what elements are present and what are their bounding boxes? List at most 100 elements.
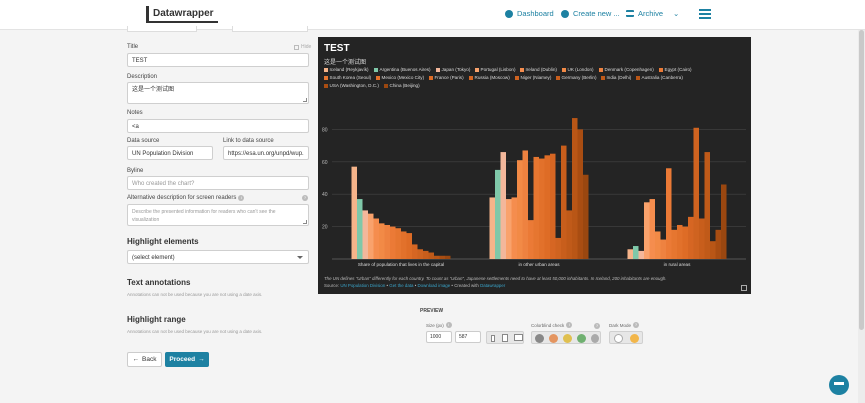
link-label: Link to data source bbox=[223, 138, 274, 144]
preview-width-input[interactable]: 1000 bbox=[426, 331, 452, 343]
datawrapper-link[interactable]: Datawrapper bbox=[480, 283, 506, 288]
bar bbox=[566, 210, 572, 259]
bar bbox=[539, 158, 545, 259]
help-chat-icon[interactable] bbox=[829, 375, 849, 395]
description-textarea[interactable]: 这是一个测试图 bbox=[127, 82, 309, 104]
legend-item: USA (Washington, D.C.) bbox=[324, 83, 379, 88]
group-label: Share of population that lives in the ca… bbox=[358, 262, 444, 267]
hide-checkbox[interactable] bbox=[294, 44, 299, 50]
info-icon[interactable]: i bbox=[238, 195, 245, 201]
hamburger-menu-icon[interactable] bbox=[699, 9, 711, 19]
sun-icon[interactable] bbox=[614, 334, 623, 343]
archive-icon bbox=[626, 10, 634, 17]
get-data-link[interactable]: Get the data bbox=[389, 283, 414, 288]
chart-preview: TEST 这是一个测试图 Iceland (Reykjavík) Argentin… bbox=[318, 37, 751, 294]
title-input[interactable]: TEST bbox=[127, 53, 309, 67]
back-button[interactable]: ← Back bbox=[127, 352, 162, 367]
title-label: Title bbox=[127, 44, 139, 50]
bar bbox=[710, 241, 716, 259]
bar bbox=[522, 150, 528, 259]
arrow-left-icon: ← bbox=[132, 356, 140, 363]
bar bbox=[417, 249, 423, 259]
alt-description-textarea[interactable]: Describe the presented information for r… bbox=[127, 204, 309, 226]
back-label: Back bbox=[142, 356, 157, 363]
bar bbox=[715, 229, 721, 259]
colorblind-deuteranopia-icon[interactable] bbox=[563, 334, 572, 343]
page-scrollbar[interactable] bbox=[858, 30, 865, 403]
source-link[interactable]: UN Population Division bbox=[340, 283, 386, 288]
fullscreen-icon[interactable] bbox=[741, 285, 747, 291]
y-tick-label: 40 bbox=[322, 192, 328, 198]
resize-handle-icon[interactable] bbox=[303, 98, 307, 102]
y-tick-label: 60 bbox=[322, 160, 328, 166]
phone-icon[interactable] bbox=[491, 335, 495, 342]
dark-mode-label-text: Dark Mode bbox=[609, 322, 632, 328]
scrollbar-thumb[interactable] bbox=[859, 30, 864, 330]
legend-swatch bbox=[436, 67, 440, 72]
create-new-menu[interactable]: Create new ... bbox=[561, 9, 620, 18]
tablet-icon[interactable] bbox=[502, 334, 508, 342]
legend-swatch bbox=[556, 75, 560, 80]
bar bbox=[434, 255, 440, 259]
y-tick-label: 20 bbox=[322, 225, 328, 231]
bar bbox=[577, 129, 583, 259]
resize-handle-icon[interactable] bbox=[303, 220, 307, 224]
legend-item: Egypt (Cairo) bbox=[659, 67, 692, 72]
colorblind-achromatopsia-icon[interactable] bbox=[591, 334, 599, 343]
chevron-down-icon: ⌄ bbox=[673, 9, 680, 18]
highlight-select-value: (select element) bbox=[132, 255, 175, 261]
bar bbox=[561, 145, 567, 259]
notes-textarea[interactable]: <a bbox=[127, 119, 309, 133]
data-source-input[interactable]: UN Population Division bbox=[127, 146, 213, 160]
hide-label: Hide bbox=[301, 44, 312, 50]
device-toggle-group bbox=[486, 331, 524, 344]
colorblind-tritanopia-icon[interactable] bbox=[577, 334, 586, 343]
highlight-element-select[interactable]: (select element) bbox=[127, 250, 309, 264]
desktop-icon[interactable] bbox=[514, 334, 523, 341]
legend-swatch bbox=[601, 75, 605, 80]
legend-swatch bbox=[515, 75, 519, 80]
help-icon[interactable]: ? bbox=[594, 323, 600, 329]
highlight-range-heading: Highlight range bbox=[127, 315, 186, 324]
legend-swatch bbox=[562, 67, 566, 72]
bar bbox=[428, 252, 434, 259]
colorblind-protanopia-icon[interactable] bbox=[549, 334, 558, 343]
text-annotations-note: Annotations can not be used because you … bbox=[127, 292, 263, 297]
bar bbox=[677, 224, 683, 259]
dashboard-link[interactable]: Dashboard bbox=[505, 9, 554, 18]
colorblind-normal-icon[interactable] bbox=[535, 334, 544, 343]
hide-title-toggle[interactable]: Hide bbox=[294, 44, 311, 50]
plus-circle-icon bbox=[561, 9, 569, 18]
legend-label: Denmark (Copenhagen) bbox=[604, 67, 654, 72]
legend-swatch bbox=[469, 75, 473, 80]
dark-mode-toggle-group bbox=[609, 331, 643, 344]
description-value: 这是一个测试图 bbox=[132, 87, 175, 93]
legend-item: South Korea (Seoul) bbox=[324, 75, 371, 80]
moon-icon[interactable] bbox=[630, 334, 639, 343]
bar bbox=[583, 174, 589, 259]
info-icon[interactable]: i bbox=[566, 322, 573, 328]
info-icon[interactable]: i bbox=[445, 322, 452, 328]
bar bbox=[445, 255, 451, 259]
bar bbox=[655, 231, 661, 259]
colorblind-check-group bbox=[531, 331, 601, 344]
proceed-button[interactable]: Proceed → bbox=[165, 352, 209, 367]
help-icon[interactable]: ? bbox=[302, 195, 308, 201]
colorblind-label-text: Colorblind check bbox=[531, 322, 565, 328]
preview-height-input[interactable]: 587 bbox=[455, 331, 481, 343]
archive-menu[interactable]: Archive ⌄ bbox=[626, 9, 679, 18]
highlight-elements-heading: Highlight elements bbox=[127, 237, 199, 246]
bar bbox=[649, 199, 655, 259]
legend-item: Denmark (Copenhagen) bbox=[599, 67, 654, 72]
legend-label: India (Delhi) bbox=[606, 75, 632, 80]
download-image-link[interactable]: Download image bbox=[417, 283, 451, 288]
data-source-link-input[interactable]: https://esa.un.org/unpd/wup. bbox=[223, 146, 309, 160]
alt-description-label: Alternative description for screen reade… bbox=[127, 195, 237, 201]
legend-swatch bbox=[324, 67, 328, 72]
legend-item: Germany (Berlin) bbox=[556, 75, 596, 80]
byline-input[interactable]: Who created the chart? bbox=[127, 176, 309, 190]
info-icon[interactable]: ? bbox=[633, 322, 640, 328]
legend-swatch bbox=[429, 75, 433, 80]
datawrapper-logo[interactable]: Datawrapper bbox=[146, 6, 218, 23]
legend-swatch bbox=[376, 75, 380, 80]
